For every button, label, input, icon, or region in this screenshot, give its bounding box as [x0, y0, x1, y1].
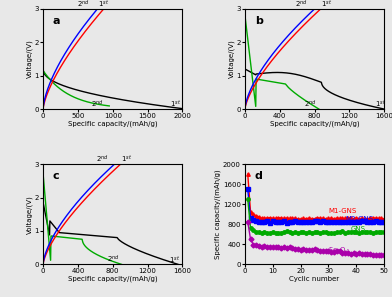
Text: 1$^{st}$: 1$^{st}$	[170, 98, 181, 109]
Text: 2$^{nd}$: 2$^{nd}$	[296, 0, 308, 10]
Text: a: a	[53, 16, 60, 26]
Text: 2$^{nd}$: 2$^{nd}$	[91, 99, 104, 110]
Text: 1$^{st}$: 1$^{st}$	[98, 0, 109, 9]
X-axis label: Specific capacity/(mAh/g): Specific capacity/(mAh/g)	[68, 276, 158, 282]
Text: 2$^{nd}$: 2$^{nd}$	[107, 254, 120, 265]
Text: b: b	[255, 16, 263, 26]
Text: 1$^{st}$: 1$^{st}$	[321, 0, 332, 9]
X-axis label: Specific capacity/(mAh/g): Specific capacity/(mAh/g)	[68, 121, 158, 127]
Text: M2-GNS: M2-GNS	[345, 216, 373, 222]
Text: 1$^{st}$: 1$^{st}$	[169, 254, 180, 265]
Y-axis label: Specific capacity/(mAh/g): Specific capacity/(mAh/g)	[215, 169, 221, 259]
Text: 1$^{st}$: 1$^{st}$	[376, 98, 387, 109]
Y-axis label: Voltage/(V): Voltage/(V)	[27, 40, 33, 78]
X-axis label: Cyclic number: Cyclic number	[290, 276, 339, 282]
Y-axis label: Voltage/(V): Voltage/(V)	[229, 40, 235, 78]
Text: M1-GNS: M1-GNS	[328, 208, 357, 214]
Text: 1$^{st}$: 1$^{st}$	[121, 154, 132, 165]
Text: d: d	[255, 171, 263, 181]
Text: GNS: GNS	[351, 226, 366, 232]
Text: 2$^{nd}$: 2$^{nd}$	[96, 154, 109, 165]
Y-axis label: Voltage/(V): Voltage/(V)	[27, 195, 33, 234]
Text: 2$^{nd}$: 2$^{nd}$	[77, 0, 90, 10]
Text: Fe$_3$O$_4$: Fe$_3$O$_4$	[328, 246, 350, 256]
Text: 2$^{nd}$: 2$^{nd}$	[304, 99, 317, 110]
X-axis label: Specific capacity/(mAh/g): Specific capacity/(mAh/g)	[270, 121, 359, 127]
Text: c: c	[53, 171, 60, 181]
